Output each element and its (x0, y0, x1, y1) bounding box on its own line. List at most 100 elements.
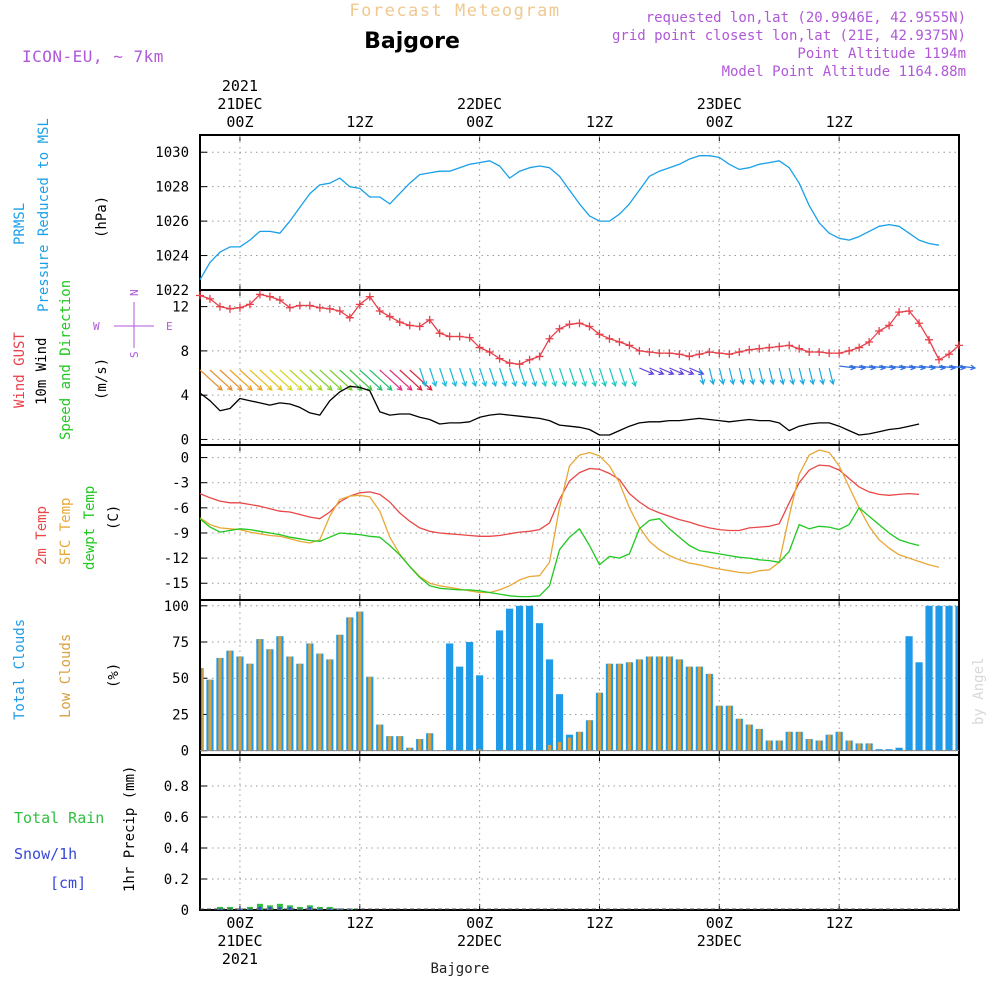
time-label: 12Z (826, 914, 853, 932)
prmsl-description: Pressure Reduced to MSL (36, 118, 52, 312)
clouds-y-ticks: 0 25 50 75 100 (164, 599, 207, 760)
snow-label: Snow/1h (14, 845, 77, 863)
temperature-panel: -15 -12 -9 -6 -3 0 2m Temp SFC Temp dewpt Tem… (34, 444, 960, 601)
time-label: 2021 (222, 77, 258, 95)
y-tick-label: -3 (172, 476, 189, 492)
gust-marker (945, 350, 954, 359)
gust-marker (955, 341, 963, 350)
low-cloud-bar (757, 728, 761, 751)
gust-marker (785, 341, 794, 350)
low-cloud-bar (817, 740, 821, 751)
low-cloud-bar (268, 649, 272, 751)
time-label: 12Z (586, 113, 613, 131)
gust-marker (595, 330, 604, 339)
total-cloud-bar (895, 747, 903, 751)
wind-panel-frame (199, 289, 960, 446)
compass-west: W (93, 320, 100, 333)
gust-marker (675, 350, 684, 359)
y-tick-label: -12 (164, 551, 189, 567)
y-tick-label: -9 (172, 526, 189, 542)
y-tick-label: 50 (172, 671, 189, 687)
gust-marker (475, 343, 484, 352)
low-cloud-bar (647, 656, 652, 751)
gust-marker (715, 349, 724, 358)
y-tick-label: 4 (181, 388, 189, 404)
total-cloud-bar (456, 666, 464, 751)
low-cloud-bar (201, 668, 203, 751)
wind-arrow (639, 367, 655, 376)
gust-marker (935, 355, 944, 364)
low-cloud-bar (687, 666, 691, 751)
low-cloud-bar (637, 659, 642, 751)
time-label: 21DEC (217, 95, 262, 113)
gust-marker (665, 349, 674, 358)
low-cloud-bar (398, 736, 402, 751)
snow-bar (278, 906, 282, 910)
wind-arrow (399, 369, 423, 391)
low-cloud-bar (567, 737, 572, 751)
time-label: 23DEC (697, 932, 742, 950)
gust-marker (225, 304, 234, 313)
low-cloud-bar (248, 663, 252, 751)
gust-marker (775, 342, 784, 351)
low-cloud-bar (378, 724, 382, 751)
wind-arrow (528, 367, 538, 388)
wind-arrow (679, 367, 695, 376)
gust-marker (285, 303, 294, 312)
gust-marker (575, 319, 584, 328)
time-label: 23DEC (697, 95, 742, 113)
y-tick-label: 0 (181, 432, 189, 448)
pressure-gridlines (201, 136, 958, 289)
y-tick-label: 8 (181, 344, 189, 360)
wind-arrow (778, 367, 786, 386)
wind-direction-label: Speed and Direction (58, 280, 74, 440)
y-tick-label: 1028 (155, 180, 189, 196)
gust-marker (325, 304, 334, 313)
low-cloud-bar (597, 692, 602, 751)
gust-marker (815, 348, 824, 356)
wind-arrow (798, 367, 806, 386)
wind-arrow (449, 367, 458, 388)
wind-arrow (199, 369, 223, 391)
time-label: 21DEC (217, 932, 262, 950)
gust-marker (645, 348, 654, 356)
low-cloud-bar (328, 659, 332, 751)
low-cloud-bar (348, 617, 352, 751)
gust-marker (795, 344, 804, 353)
wind-unit: (m/s) (94, 358, 110, 400)
snow-bar (218, 908, 222, 910)
y-tick-label: 1022 (155, 283, 189, 299)
pressure-series (199, 155, 940, 281)
time-label: 00Z (466, 113, 493, 131)
low-cloud-bar (607, 663, 612, 751)
y-tick-label: 12 (172, 300, 189, 316)
gust-marker (305, 301, 314, 310)
gust-marker (465, 333, 474, 342)
precip-axis-label: 1hr Precip (mm) (122, 766, 138, 892)
gust-marker (925, 335, 934, 344)
gust-marker (395, 318, 404, 327)
snow-bar (308, 906, 312, 910)
gust-marker (695, 350, 704, 359)
clouds-panel-frame (199, 599, 960, 756)
low-cloud-bar (787, 731, 791, 751)
low-cloud-bar (837, 731, 841, 751)
time-label: 12Z (586, 914, 613, 932)
low-cloud-bar (218, 657, 222, 751)
wind-arrow (319, 369, 343, 391)
y-tick-label: -15 (164, 576, 189, 592)
clouds-panel: 0 25 50 75 100 Total Clouds Low Clouds (%) (12, 599, 960, 760)
gust-marker (735, 348, 744, 356)
wind-arrow (568, 367, 577, 388)
gust-marker (245, 300, 254, 309)
wind-arrow (598, 367, 607, 388)
model-altitude: Model Point Altitude 1164.88m (722, 64, 966, 80)
prmsl-label: PRMSL (12, 203, 28, 245)
time-label: 00Z (706, 914, 733, 932)
wind-arrow (419, 367, 428, 388)
total-cloud-bar (515, 605, 524, 751)
wind-arrow (558, 367, 568, 388)
wind-arrow (219, 369, 243, 391)
